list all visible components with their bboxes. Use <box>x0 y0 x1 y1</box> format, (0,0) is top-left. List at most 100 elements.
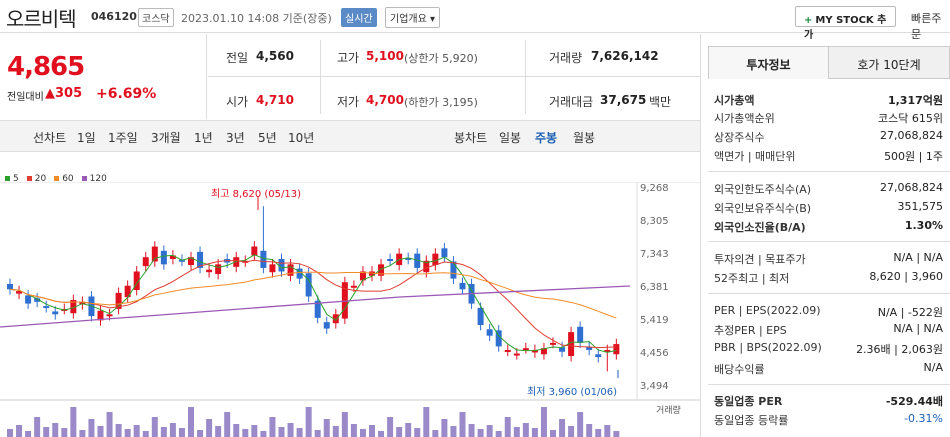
info-value: 500원 | 1주 <box>884 150 943 163</box>
volume-bar <box>206 419 213 437</box>
volume-label: 거래량 <box>549 51 583 65</box>
candle-body <box>178 259 185 262</box>
tab-orderbook[interactable]: 호가 10단계 <box>828 46 950 79</box>
tab-1d[interactable]: 1일 <box>77 131 96 145</box>
tab-investment-info[interactable]: 투자정보 <box>708 46 829 79</box>
candle-body <box>233 257 240 267</box>
timestamp: 2023.01.10 14:08 기준(장중) <box>181 12 332 25</box>
candle-body <box>604 349 611 352</box>
volume-bar <box>378 431 385 437</box>
info-value: N/A | N/A <box>893 322 943 335</box>
change-percent: +6.69% <box>96 86 157 102</box>
quick-order-link[interactable]: 빠른주문 <box>911 12 942 41</box>
tab-1y[interactable]: 1년 <box>194 131 213 145</box>
candle-body <box>350 285 357 288</box>
candle-body <box>133 271 140 291</box>
info-label: 배당수익률 <box>714 363 765 376</box>
volume-bar <box>88 419 95 437</box>
candle-body <box>188 257 194 266</box>
candle-body <box>124 285 131 298</box>
volume-bar <box>495 431 502 437</box>
y-tick-label: 4,456 <box>640 348 669 359</box>
y-tick-label: 8,305 <box>640 216 669 227</box>
info-value: 코스닥 615위 <box>878 112 943 125</box>
tab-weekly[interactable]: 주봉 <box>535 131 558 145</box>
volume-bar <box>16 425 23 437</box>
volume-bar <box>477 429 484 437</box>
my-stock-button[interactable]: + MY STOCK 추가 <box>795 6 896 41</box>
volume-bar <box>260 431 267 437</box>
low-value: 4,700 <box>366 93 404 107</box>
info-value: 2.36배 | 2,063원 <box>856 343 943 356</box>
company-info-button[interactable]: 기업개요 ▾ <box>385 7 440 28</box>
candle-body <box>314 300 321 318</box>
realtime-badge[interactable]: 실시간 <box>341 8 377 27</box>
y-tick-label: 5,419 <box>640 315 669 326</box>
y-tick-label: 7,343 <box>640 249 669 260</box>
tab-3m[interactable]: 3개월 <box>151 131 181 145</box>
volume-bar <box>178 428 185 437</box>
info-label: 상장주식수 <box>714 131 765 144</box>
candle-body <box>513 353 520 356</box>
volume-bar <box>359 429 366 437</box>
amount-unit: 백만 <box>649 95 672 109</box>
volume-bar <box>314 430 321 437</box>
quote-divider <box>320 40 321 114</box>
candle-body <box>287 264 294 276</box>
volume-bar <box>595 429 602 437</box>
candle-body <box>450 261 457 279</box>
volume-bar <box>43 427 50 437</box>
tab-3y[interactable]: 3년 <box>226 131 245 145</box>
candle-body <box>106 314 113 317</box>
volume-bar <box>486 425 493 437</box>
candle-body <box>577 326 584 343</box>
legend-item-ma120: 120 <box>81 174 107 184</box>
stock-code: 046120 <box>91 10 137 23</box>
candle-body <box>79 301 86 305</box>
info-value: N/A | -522원 <box>877 306 943 319</box>
volume-bar <box>540 407 547 437</box>
candle-body <box>414 253 421 268</box>
panel-divider <box>700 34 701 437</box>
volume-bar <box>269 417 276 437</box>
candle-body <box>215 264 222 274</box>
candle-body <box>432 253 439 266</box>
tab-monthly[interactable]: 월봉 <box>573 131 596 145</box>
candle-body <box>486 329 493 336</box>
volume-bar <box>52 423 59 437</box>
volume-bar <box>7 429 13 437</box>
y-tick-label: 6,381 <box>640 282 669 293</box>
ma-legend: 5 20 60 120 <box>5 174 115 184</box>
volume-bar <box>160 427 167 437</box>
candle-body <box>477 307 484 325</box>
candle-body <box>332 314 339 324</box>
volume-bar <box>531 428 538 437</box>
tab-10y[interactable]: 10년 <box>288 131 315 145</box>
volume-bar <box>441 419 448 437</box>
tab-daily[interactable]: 일봉 <box>499 131 522 145</box>
candle-body <box>504 349 511 352</box>
volume-bar <box>405 423 412 437</box>
candle-body <box>142 257 149 267</box>
volume-bar <box>25 431 32 437</box>
volume-bar <box>504 417 511 437</box>
info-label: 추정PER | EPS <box>714 324 787 337</box>
candle-body <box>52 311 59 315</box>
open-value: 4,710 <box>256 93 294 107</box>
tab-1w[interactable]: 1주일 <box>108 131 138 145</box>
volume-bar <box>61 428 68 437</box>
info-label: 투자의견 | 목표주가 <box>714 253 806 266</box>
info-label: 액면가 | 매매단위 <box>714 150 796 163</box>
volume-bar <box>124 429 131 437</box>
candle-body <box>387 258 394 261</box>
volume-bar <box>34 417 41 437</box>
change-value: ▲305 <box>45 86 83 101</box>
ma-line <box>9 259 617 349</box>
tab-5y[interactable]: 5년 <box>258 131 277 145</box>
info-divider <box>708 241 950 242</box>
candle-body <box>43 306 50 309</box>
info-label: 외국인한도주식수(A) <box>714 183 812 196</box>
info-label: 52주최고 | 최저 <box>714 272 790 285</box>
info-label: PER | EPS(2022.09) <box>714 304 821 317</box>
candle-body <box>586 347 593 350</box>
